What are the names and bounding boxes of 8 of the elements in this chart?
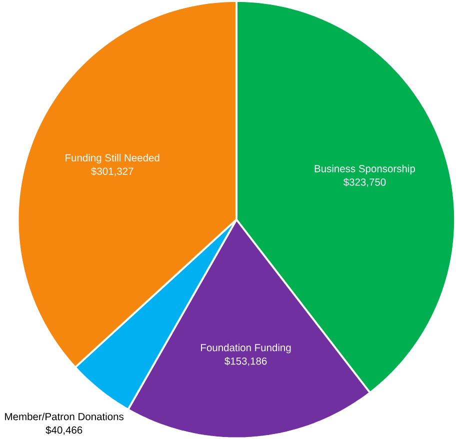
slice-label: Business Sponsorship xyxy=(314,164,415,174)
slice-label: Member/Patron Donations xyxy=(5,412,124,420)
slice-label: Foundation Funding xyxy=(201,344,291,354)
data-label: $153,186 xyxy=(224,356,267,366)
data-label: $323,750 xyxy=(343,178,386,187)
slice-label: Funding Still Needed xyxy=(66,154,160,164)
data-label: $40,466 xyxy=(46,426,82,435)
data-label: $301,327 xyxy=(91,167,134,176)
